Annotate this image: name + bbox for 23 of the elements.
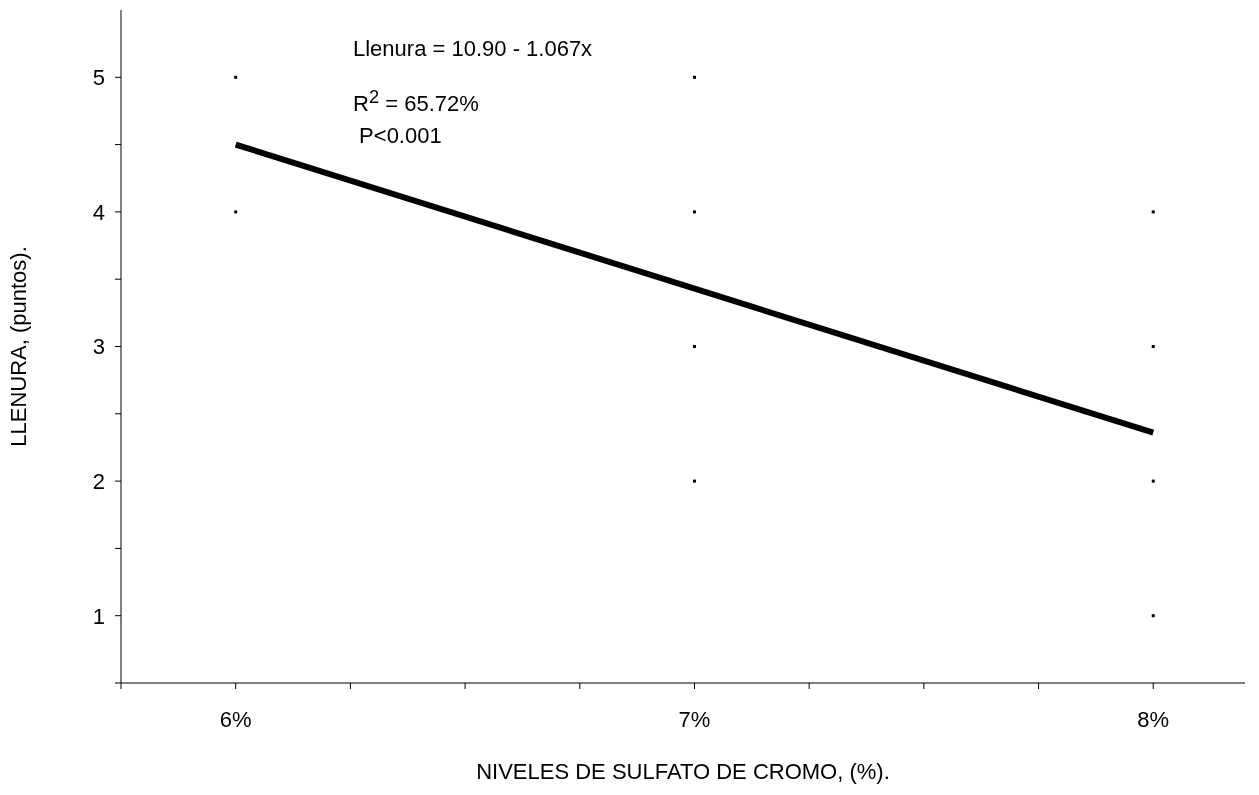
x-tick-label: 6% bbox=[219, 706, 252, 732]
y-tick-label: 2 bbox=[92, 468, 105, 494]
annotation: R$^{2}$ = 65.72% bbox=[353, 86, 479, 118]
point bbox=[1151, 479, 1155, 483]
y-tick-label: 3 bbox=[92, 334, 105, 360]
point bbox=[234, 75, 238, 79]
annotation: P<0.001 bbox=[358, 123, 442, 149]
point bbox=[1151, 614, 1155, 618]
y-tick-label: 5 bbox=[92, 65, 105, 91]
point bbox=[1151, 345, 1155, 348]
x-tick-label: 7% bbox=[678, 706, 711, 732]
y-axis-title: LLENURA, (puntos). bbox=[5, 246, 31, 447]
x-tick-label: 8% bbox=[1137, 706, 1170, 732]
point bbox=[692, 479, 696, 483]
point bbox=[234, 210, 238, 214]
y-tick-label: 1 bbox=[92, 603, 105, 629]
point bbox=[692, 210, 696, 214]
point bbox=[692, 345, 696, 348]
x-axis-title: NIVELES DE SULFATO DE CROMO, (%). bbox=[476, 759, 890, 784]
y-tick-label: 4 bbox=[92, 199, 105, 225]
annotation: Llenura = 10.90 - 1.067x bbox=[353, 36, 593, 62]
point bbox=[1151, 210, 1155, 214]
point bbox=[692, 75, 696, 79]
